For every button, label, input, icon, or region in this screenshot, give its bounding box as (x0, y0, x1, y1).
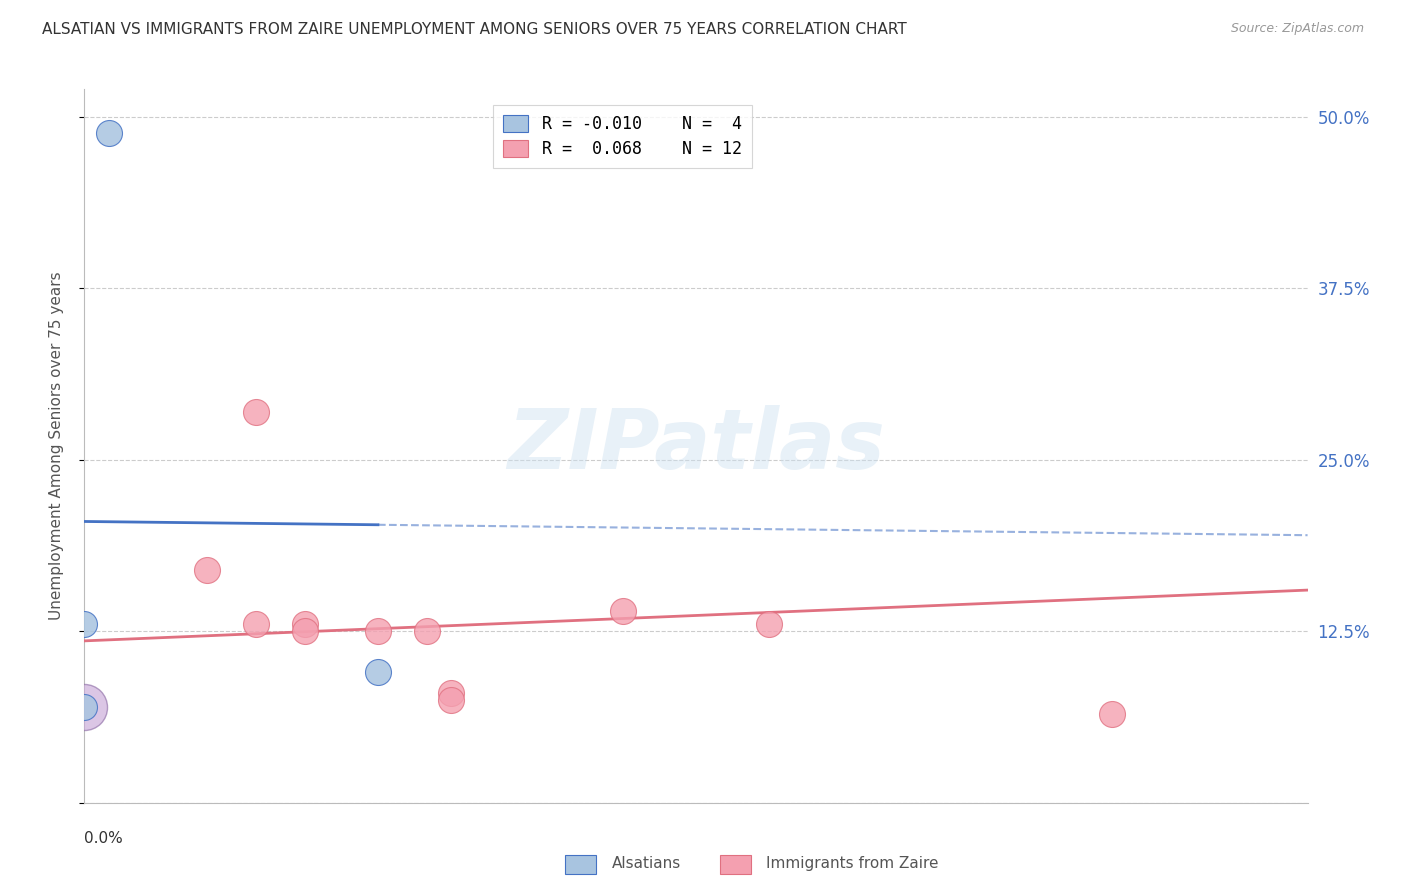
Point (245, 405, 267, 419)
Y-axis label: Unemployment Among Seniors over 75 years: Unemployment Among Seniors over 75 years (49, 272, 63, 620)
Point (245, 617, 267, 632)
Point (73, 699, 96, 714)
Point (440, 686, 463, 700)
Text: ALSATIAN VS IMMIGRANTS FROM ZAIRE UNEMPLOYMENT AMONG SENIORS OVER 75 YEARS CORRE: ALSATIAN VS IMMIGRANTS FROM ZAIRE UNEMPL… (42, 22, 907, 37)
Text: Source: ZipAtlas.com: Source: ZipAtlas.com (1230, 22, 1364, 36)
Text: Alsatians: Alsatians (612, 856, 681, 871)
Point (294, 624, 316, 639)
Point (73, 699, 96, 714)
Point (367, 624, 389, 639)
Point (73, 617, 96, 632)
Point (612, 604, 634, 618)
Point (195, 562, 218, 576)
Text: 0.0%: 0.0% (84, 831, 124, 847)
Point (440, 693, 463, 707)
Text: ZIPatlas: ZIPatlas (508, 406, 884, 486)
Text: Immigrants from Zaire: Immigrants from Zaire (766, 856, 939, 871)
Legend: R = -0.010    N =  4, R =  0.068    N = 12: R = -0.010 N = 4, R = 0.068 N = 12 (494, 104, 752, 168)
Point (367, 665, 389, 680)
Point (416, 624, 439, 639)
Point (1101, 706, 1123, 721)
Point (758, 617, 780, 632)
Point (294, 617, 316, 632)
Point (97, 126, 120, 140)
